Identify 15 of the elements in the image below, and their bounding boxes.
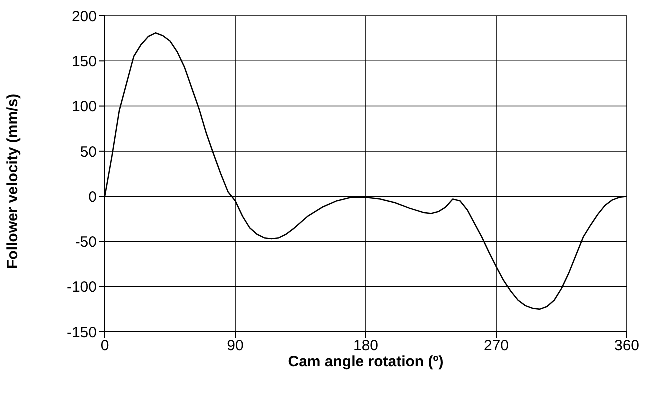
- y-tick-label: -50: [75, 234, 97, 252]
- y-tick-label: 50: [80, 144, 97, 161]
- y-tick-label: 200: [72, 8, 97, 26]
- x-axis-title: Cam angle rotation (º): [288, 354, 444, 371]
- y-axis-title: Follower velocity (mm/s): [4, 94, 22, 269]
- x-tick-label: 270: [484, 338, 510, 355]
- x-tick-label: 0: [100, 338, 110, 355]
- y-tick-label: 0: [88, 188, 97, 206]
- y-tick-label: 100: [72, 98, 97, 116]
- y-tick-label: 150: [72, 53, 97, 70]
- y-tick-label: -150: [66, 324, 97, 342]
- x-tick-label: 360: [614, 338, 640, 355]
- x-tick-label: 90: [227, 338, 244, 355]
- x-tick-label: 180: [353, 338, 379, 355]
- y-tick-label: -100: [66, 279, 97, 296]
